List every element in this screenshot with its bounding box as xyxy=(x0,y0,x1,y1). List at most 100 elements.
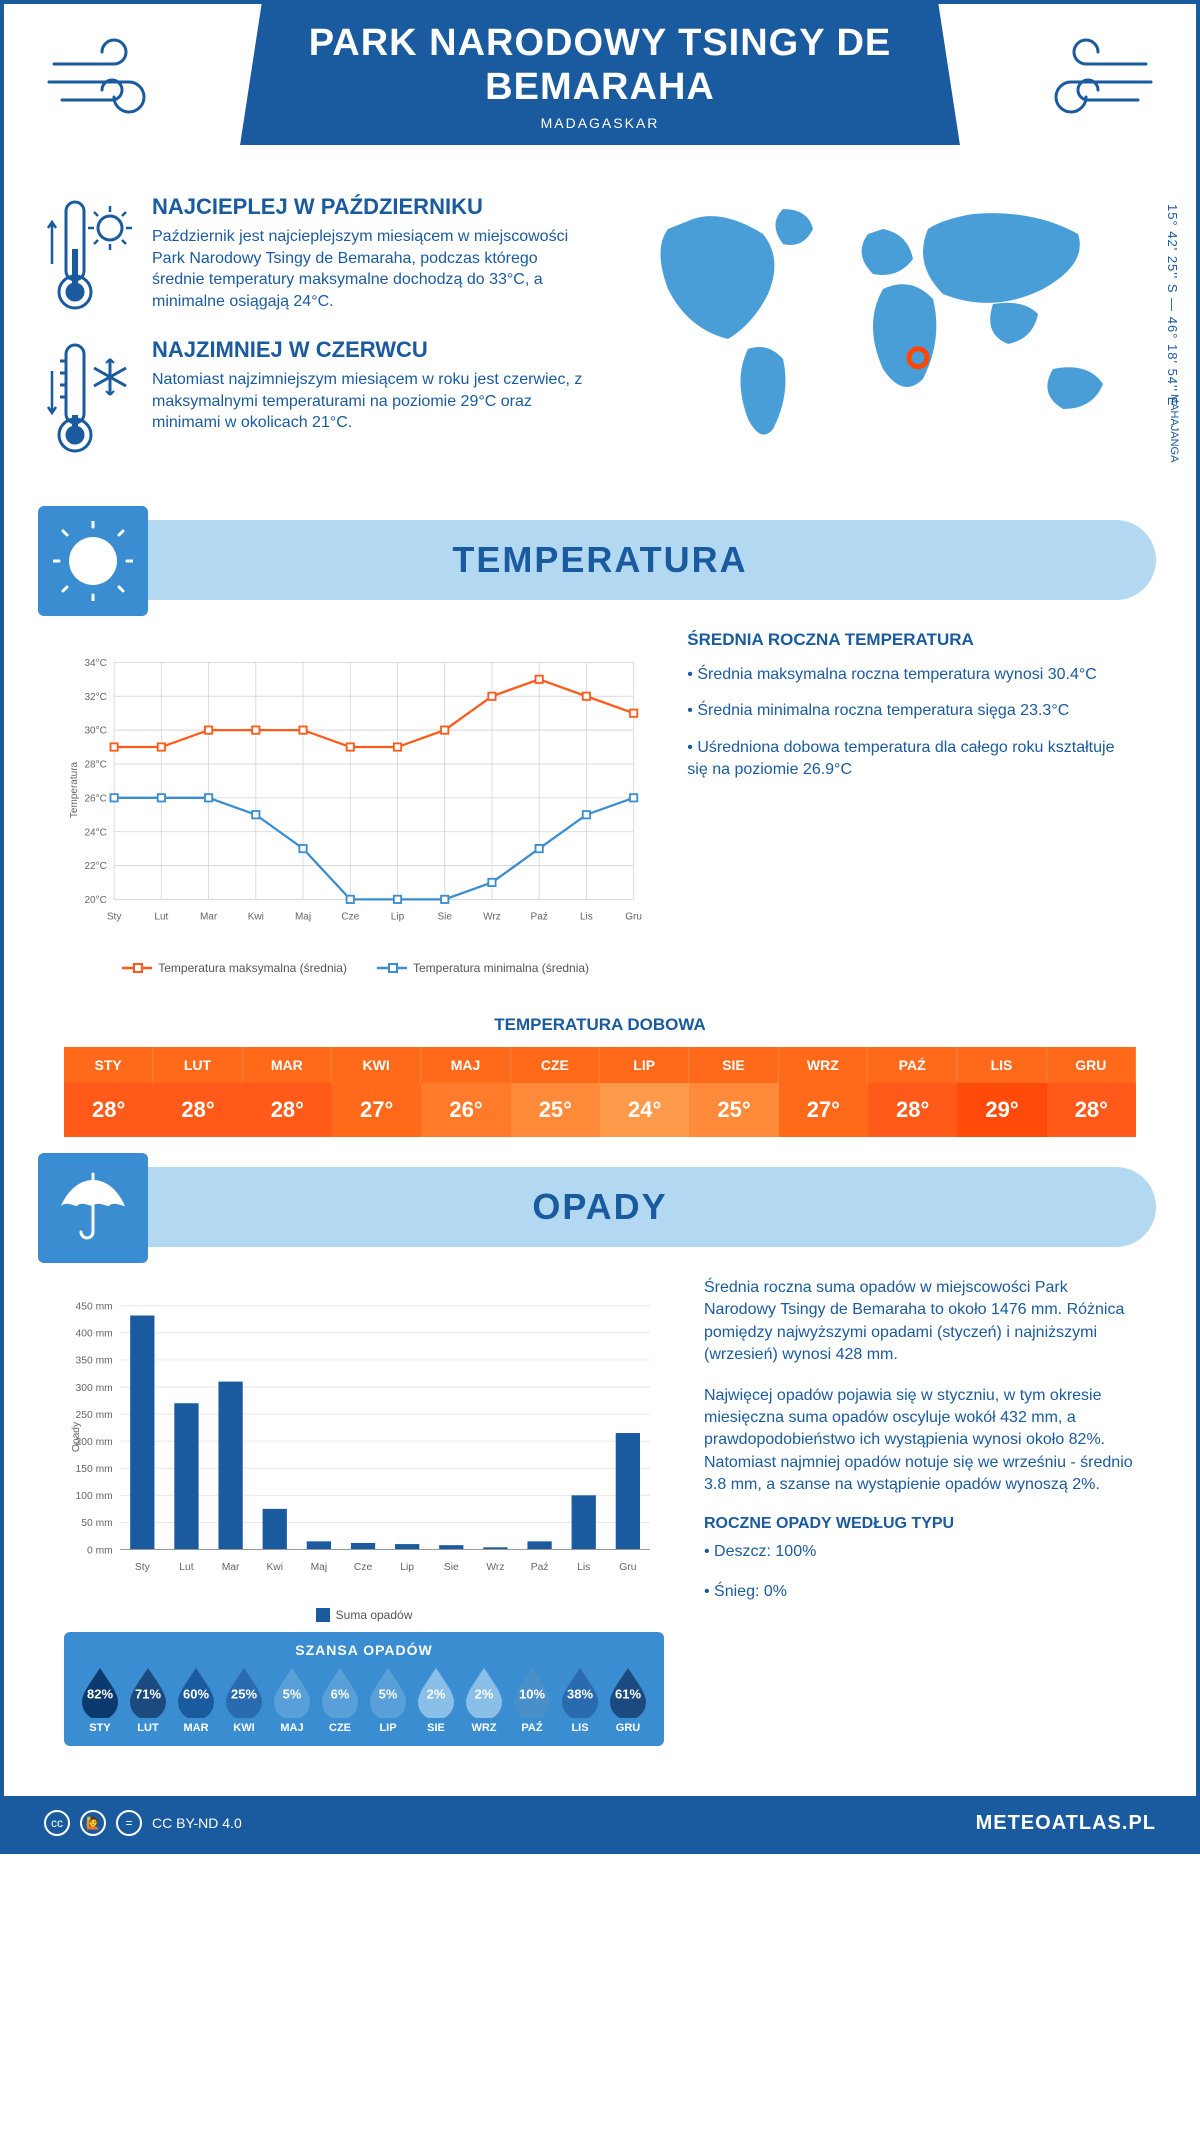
footer: cc 🙋 = CC BY-ND 4.0 METEOATLAS.PL xyxy=(4,1796,1196,1850)
rain-chance-item: 10%PAŹ xyxy=(510,1666,554,1734)
rain-type-2: • Śnieg: 0% xyxy=(704,1581,1136,1603)
svg-text:24°C: 24°C xyxy=(84,827,106,838)
svg-text:Kwi: Kwi xyxy=(266,1562,283,1573)
rain-chance-item: 2%SIE xyxy=(414,1666,458,1734)
table-header: LIP xyxy=(600,1047,689,1083)
svg-text:100 mm: 100 mm xyxy=(76,1491,113,1502)
svg-text:Maj: Maj xyxy=(311,1562,328,1573)
page-title: PARK NARODOWY TSINGY DE BEMARAHA xyxy=(260,22,940,109)
temp-info-b2: • Średnia minimalna roczna temperatura s… xyxy=(687,700,1136,722)
temperature-chart: 20°C22°C24°C26°C28°C30°C32°C34°CStyLutMa… xyxy=(64,630,647,975)
svg-text:300 mm: 300 mm xyxy=(76,1383,113,1394)
table-cell: 28° xyxy=(1047,1083,1136,1137)
precipitation-banner: OPADY xyxy=(44,1167,1156,1247)
rain-chance-item: 71%LUT xyxy=(126,1666,170,1734)
legend-max-label: Temperatura maksymalna (średnia) xyxy=(158,961,347,975)
license-text: CC BY-ND 4.0 xyxy=(152,1815,242,1831)
table-cell: 28° xyxy=(153,1083,242,1137)
legend-min-label: Temperatura minimalna (średnia) xyxy=(413,961,589,975)
temp-info-b3: • Uśredniona dobowa temperatura dla całe… xyxy=(687,737,1136,782)
svg-text:Wrz: Wrz xyxy=(486,1562,504,1573)
table-cell: 29° xyxy=(957,1083,1046,1137)
svg-text:Wrz: Wrz xyxy=(483,911,501,922)
coldest-block: NAJZIMNIEJ W CZERWCU Natomiast najzimnie… xyxy=(44,337,590,462)
table-cell: 28° xyxy=(64,1083,153,1137)
temp-info-b1: • Średnia maksymalna roczna temperatura … xyxy=(687,664,1136,686)
rain-info-p2: Najwięcej opadów pojawia się w styczniu,… xyxy=(704,1385,1136,1497)
region-label: MAHAJANGA xyxy=(1168,394,1180,462)
sun-icon xyxy=(38,506,148,616)
wind-icon xyxy=(44,34,174,129)
rain-info-p1: Średnia roczna suma opadów w miejscowośc… xyxy=(704,1277,1136,1367)
table-header: MAJ xyxy=(421,1047,510,1083)
svg-text:26°C: 26°C xyxy=(84,793,106,804)
precipitation-legend: Suma opadów xyxy=(64,1608,664,1622)
svg-text:Lut: Lut xyxy=(154,911,168,922)
coldest-title: NAJZIMNIEJ W CZERWCU xyxy=(152,337,590,363)
svg-text:Lis: Lis xyxy=(580,911,593,922)
table-header: LUT xyxy=(153,1047,242,1083)
header: PARK NARODOWY TSINGY DE BEMARAHA MADAGAS… xyxy=(4,4,1196,184)
rain-chance-item: 61%GRU xyxy=(606,1666,650,1734)
page-subtitle: MADAGASKAR xyxy=(260,115,940,131)
svg-text:50 mm: 50 mm xyxy=(81,1518,112,1529)
coordinates: 15° 42' 25'' S — 46° 18' 54'' E xyxy=(1165,204,1180,406)
table-header: WRZ xyxy=(779,1047,868,1083)
temperature-heading: TEMPERATURA xyxy=(452,539,747,581)
table-header: STY xyxy=(64,1047,153,1083)
svg-text:Paź: Paź xyxy=(531,1562,549,1573)
hottest-title: NAJCIEPLEJ W PAŹDZIERNIKU xyxy=(152,194,590,220)
svg-text:350 mm: 350 mm xyxy=(76,1356,113,1367)
svg-text:32°C: 32°C xyxy=(84,692,106,703)
temp-info-heading: ŚREDNIA ROCZNA TEMPERATURA xyxy=(687,630,1136,650)
svg-text:22°C: 22°C xyxy=(84,861,106,872)
svg-text:Sty: Sty xyxy=(135,1562,151,1573)
wind-icon xyxy=(1026,34,1156,129)
table-cell: 24° xyxy=(600,1083,689,1137)
svg-text:Lip: Lip xyxy=(400,1562,414,1573)
svg-text:Lis: Lis xyxy=(577,1562,590,1573)
svg-text:Kwi: Kwi xyxy=(248,911,264,922)
svg-text:Mar: Mar xyxy=(222,1562,240,1573)
rain-chance-item: 2%WRZ xyxy=(462,1666,506,1734)
umbrella-icon xyxy=(38,1153,148,1263)
rain-chance-item: 5%LIP xyxy=(366,1666,410,1734)
coldest-text: Natomiast najzimniejszym miesiącem w rok… xyxy=(152,369,590,434)
svg-text:Gru: Gru xyxy=(619,1562,636,1573)
svg-text:Temperatura: Temperatura xyxy=(69,761,80,818)
svg-text:Paź: Paź xyxy=(531,911,548,922)
nd-icon: = xyxy=(116,1810,142,1836)
svg-text:Cze: Cze xyxy=(354,1562,373,1573)
table-header: KWI xyxy=(332,1047,421,1083)
legend-rain-label: Suma opadów xyxy=(336,1608,413,1622)
table-cell: 27° xyxy=(779,1083,868,1137)
table-header: SIE xyxy=(689,1047,778,1083)
table-cell: 26° xyxy=(421,1083,510,1137)
table-cell: 25° xyxy=(689,1083,778,1137)
svg-text:250 mm: 250 mm xyxy=(76,1410,113,1421)
svg-text:34°C: 34°C xyxy=(84,658,106,669)
svg-text:Sie: Sie xyxy=(437,911,452,922)
rain-type-1: • Deszcz: 100% xyxy=(704,1541,1136,1563)
precipitation-heading: OPADY xyxy=(532,1186,667,1228)
table-cell: 25° xyxy=(511,1083,600,1137)
rain-chance-item: 25%KWI xyxy=(222,1666,266,1734)
svg-text:Sty: Sty xyxy=(107,911,121,922)
rain-type-heading: ROCZNE OPADY WEDŁUG TYPU xyxy=(704,1515,1136,1533)
table-cell: 28° xyxy=(868,1083,957,1137)
svg-text:Maj: Maj xyxy=(295,911,311,922)
rain-chance-item: 38%LIS xyxy=(558,1666,602,1734)
thermometer-cold-icon xyxy=(44,337,134,462)
thermometer-hot-icon xyxy=(44,194,134,319)
svg-text:Cze: Cze xyxy=(341,911,359,922)
world-map: 15° 42' 25'' S — 46° 18' 54'' E MAHAJANG… xyxy=(610,194,1156,480)
svg-text:0 mm: 0 mm xyxy=(87,1545,113,1556)
svg-text:150 mm: 150 mm xyxy=(76,1464,113,1475)
table-header: GRU xyxy=(1047,1047,1136,1083)
table-header: PAŹ xyxy=(868,1047,957,1083)
site-name: METEOATLAS.PL xyxy=(976,1812,1156,1835)
rain-chance-item: 5%MAJ xyxy=(270,1666,314,1734)
svg-text:Opady: Opady xyxy=(71,1421,82,1452)
svg-text:20°C: 20°C xyxy=(84,895,106,906)
hottest-block: NAJCIEPLEJ W PAŹDZIERNIKU Październik je… xyxy=(44,194,590,319)
